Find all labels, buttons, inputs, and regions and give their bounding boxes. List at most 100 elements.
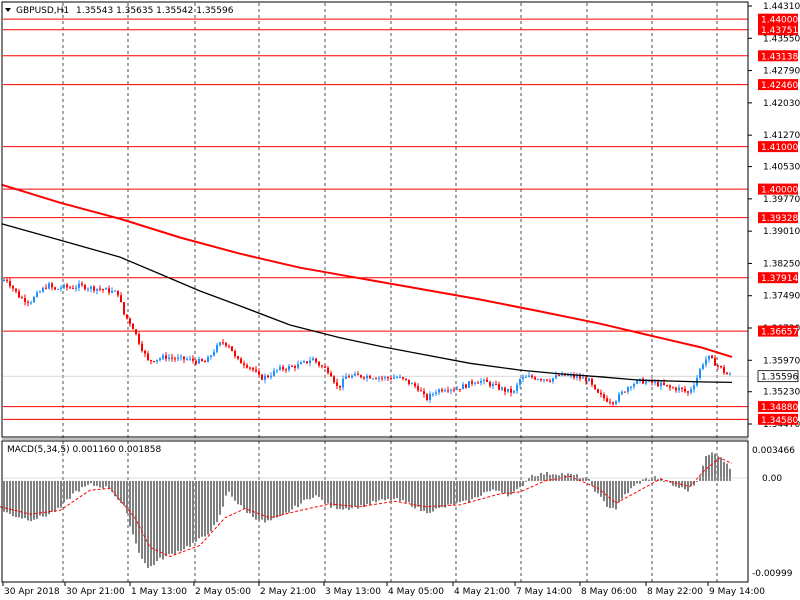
candle-bear bbox=[723, 367, 725, 373]
candle-bear bbox=[117, 290, 119, 296]
macd-bar bbox=[30, 480, 32, 522]
candle-bear bbox=[573, 374, 575, 378]
macd-bar bbox=[222, 480, 224, 507]
price-tick-label: 1.35970 bbox=[763, 356, 800, 366]
level-badge-label: 1.43138 bbox=[761, 52, 798, 62]
macd-bar bbox=[183, 480, 185, 550]
macd-bar bbox=[132, 480, 134, 535]
macd-bar bbox=[441, 480, 443, 508]
macd-bar bbox=[117, 480, 119, 500]
macd-bar bbox=[174, 480, 176, 555]
candle-bear bbox=[612, 402, 614, 404]
candle-bear bbox=[663, 382, 665, 385]
candle-bull bbox=[351, 375, 353, 378]
candle-bear bbox=[150, 360, 152, 362]
candle-bull bbox=[30, 302, 32, 304]
symbol-dropdown-icon[interactable] bbox=[5, 8, 11, 12]
candle-bear bbox=[291, 366, 293, 368]
macd-bar bbox=[381, 480, 383, 500]
macd-bar bbox=[159, 480, 161, 558]
macd-bar bbox=[195, 480, 197, 542]
level-badge bbox=[758, 50, 798, 62]
candle-bull bbox=[87, 288, 89, 290]
candle-bear bbox=[195, 360, 197, 364]
candle-bull bbox=[456, 388, 458, 390]
macd-bar bbox=[270, 480, 272, 521]
macd-bar bbox=[540, 472, 542, 481]
candle-bear bbox=[321, 365, 323, 367]
macd-bar bbox=[705, 456, 707, 481]
candle-bear bbox=[258, 371, 260, 375]
macd-bar bbox=[591, 480, 593, 486]
candle-bear bbox=[12, 286, 14, 289]
macd-bar bbox=[225, 480, 227, 496]
candle-bull bbox=[636, 380, 638, 384]
price-tick-label: 1.41270 bbox=[763, 131, 800, 141]
time-tick-label: 9 May 14:00 bbox=[709, 587, 765, 597]
candle-bull bbox=[654, 382, 656, 384]
macd-bar bbox=[63, 480, 65, 503]
candle-bull bbox=[525, 376, 527, 378]
candle-bull bbox=[432, 393, 434, 395]
level-badge bbox=[758, 212, 798, 224]
candle-bull bbox=[519, 379, 521, 385]
macd-bar bbox=[369, 480, 371, 505]
macd-bar bbox=[405, 480, 407, 503]
macd-bar bbox=[411, 480, 413, 507]
macd-bar bbox=[144, 480, 146, 564]
candle-bull bbox=[33, 296, 35, 303]
macd-bar bbox=[723, 461, 725, 481]
candle-bull bbox=[75, 287, 77, 289]
price-tick-label: 1.37490 bbox=[763, 292, 800, 302]
macd-bar bbox=[87, 480, 89, 485]
macd-bar bbox=[330, 480, 332, 508]
candle-bear bbox=[153, 361, 155, 363]
macd-bar bbox=[630, 480, 632, 489]
candle-bear bbox=[45, 287, 47, 289]
candle-bull bbox=[507, 388, 509, 392]
macd-bar bbox=[192, 480, 194, 543]
candle-bull bbox=[366, 375, 368, 379]
macd-bar bbox=[696, 480, 698, 482]
candle-bull bbox=[396, 377, 398, 379]
macd-bar bbox=[57, 480, 59, 508]
macd-bar bbox=[603, 480, 605, 502]
macd-bar bbox=[465, 480, 467, 501]
candle-bear bbox=[408, 379, 410, 384]
candle-bull bbox=[372, 378, 374, 380]
candle-bull bbox=[219, 342, 221, 346]
moving-average-slow-line bbox=[1, 183, 733, 358]
macd-bar bbox=[429, 480, 431, 513]
macd-bar bbox=[519, 480, 521, 488]
macd-signal-line bbox=[0, 457, 733, 558]
candle-bull bbox=[210, 355, 212, 358]
candle-bull bbox=[39, 291, 41, 293]
candle-bull bbox=[543, 379, 545, 381]
macd-bar bbox=[345, 480, 347, 509]
candle-bull bbox=[57, 288, 59, 290]
macd-bar bbox=[612, 480, 614, 508]
macd-bar bbox=[111, 480, 113, 492]
macd-bar bbox=[507, 480, 509, 497]
candle-bull bbox=[3, 279, 5, 282]
candle-bull bbox=[639, 378, 641, 381]
candle-bull bbox=[48, 283, 50, 289]
candle-bull bbox=[702, 364, 704, 369]
macd-bar bbox=[435, 480, 437, 509]
macd-bar bbox=[717, 456, 719, 481]
candle-bull bbox=[312, 358, 314, 361]
candle-bear bbox=[669, 385, 671, 388]
candle-bear bbox=[375, 378, 377, 380]
macd-bar bbox=[678, 480, 680, 489]
candle-bear bbox=[471, 381, 473, 384]
candle-bull bbox=[309, 360, 311, 364]
candle-bear bbox=[603, 394, 605, 399]
candle-bear bbox=[390, 378, 392, 380]
macd-bar bbox=[33, 480, 35, 520]
candle-bull bbox=[618, 394, 620, 402]
candle-bear bbox=[318, 361, 320, 366]
macd-bar bbox=[489, 480, 491, 492]
candle-bull bbox=[411, 383, 413, 385]
